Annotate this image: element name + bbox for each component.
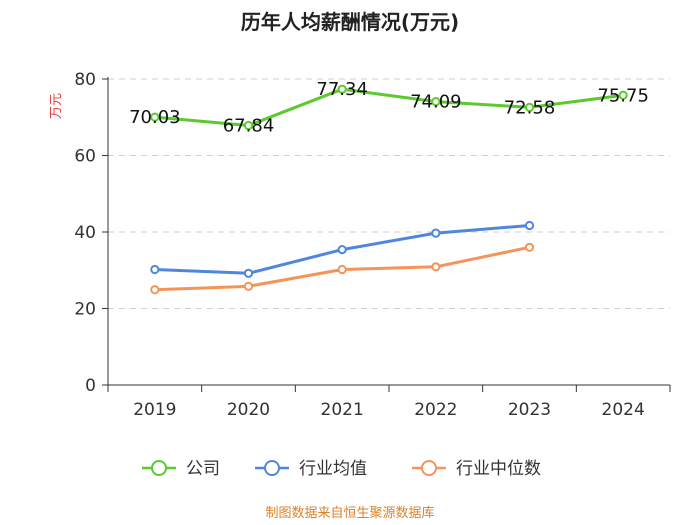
data-point[interactable] — [337, 264, 347, 275]
y-tick-label: 20 — [74, 300, 96, 320]
x-tick-label: 2020 — [227, 400, 270, 420]
data-point[interactable] — [243, 120, 254, 131]
data-label: 72.58 — [504, 97, 556, 118]
legend-item-1[interactable]: 行业均值 — [255, 459, 367, 479]
legend-marker-icon — [151, 460, 167, 476]
data-point[interactable] — [243, 268, 254, 278]
y-axis-label: 万元 — [49, 93, 64, 119]
data-point[interactable] — [431, 262, 441, 272]
legend-label: 公司 — [186, 459, 220, 479]
y-tick-label: 80 — [74, 70, 96, 90]
legend-marker-icon — [264, 460, 280, 476]
data-label: 70.03 — [129, 107, 181, 128]
data-label: 67.84 — [223, 116, 275, 137]
series-line-0 — [154, 87, 624, 128]
y-tick-label: 0 — [85, 376, 96, 396]
gridlines — [108, 78, 670, 309]
x-tick-label: 2019 — [133, 400, 176, 420]
data-point[interactable] — [243, 281, 254, 291]
data-point[interactable] — [337, 84, 347, 94]
x-tick-label: 2023 — [508, 400, 551, 420]
data-label: 75.75 — [597, 85, 649, 106]
data-labels: 70.03 67.84 77.34 74.09 72.58 75.75 — [129, 79, 649, 136]
legend[interactable]: 公司 行业均值 行业中位数 — [142, 459, 541, 479]
legend-marker-icon — [421, 460, 437, 476]
legend-item-0[interactable]: 公司 — [142, 459, 220, 479]
chart-title: 历年人均薪酬情况(万元) — [241, 10, 459, 34]
y-tick-label: 40 — [74, 223, 96, 243]
y-tick-label: 60 — [74, 147, 96, 167]
legend-item-2[interactable]: 行业中位数 — [412, 459, 541, 479]
x-tick-label: 2022 — [414, 400, 457, 420]
data-point[interactable] — [150, 285, 160, 295]
source-note: 制图数据来自恒生聚源数据库 — [265, 505, 434, 521]
data-point[interactable] — [524, 220, 535, 231]
series — [150, 84, 628, 295]
data-point[interactable] — [150, 264, 160, 275]
data-point[interactable] — [524, 102, 535, 112]
x-tick-label: 2021 — [321, 400, 364, 420]
data-label: 77.34 — [316, 79, 368, 100]
data-point[interactable] — [150, 112, 160, 122]
data-label: 74.09 — [410, 92, 462, 113]
legend-label: 行业均值 — [299, 459, 367, 479]
data-point[interactable] — [618, 90, 628, 100]
x-tick-label: 2024 — [602, 400, 645, 420]
axes: 0 20 40 60 80 2019 2020 2021 2022 2023 2024 — [74, 70, 671, 420]
data-point[interactable] — [431, 228, 441, 238]
data-point[interactable] — [337, 244, 347, 255]
data-point[interactable] — [431, 97, 441, 107]
data-point[interactable] — [524, 242, 535, 252]
legend-label: 行业中位数 — [456, 459, 541, 479]
